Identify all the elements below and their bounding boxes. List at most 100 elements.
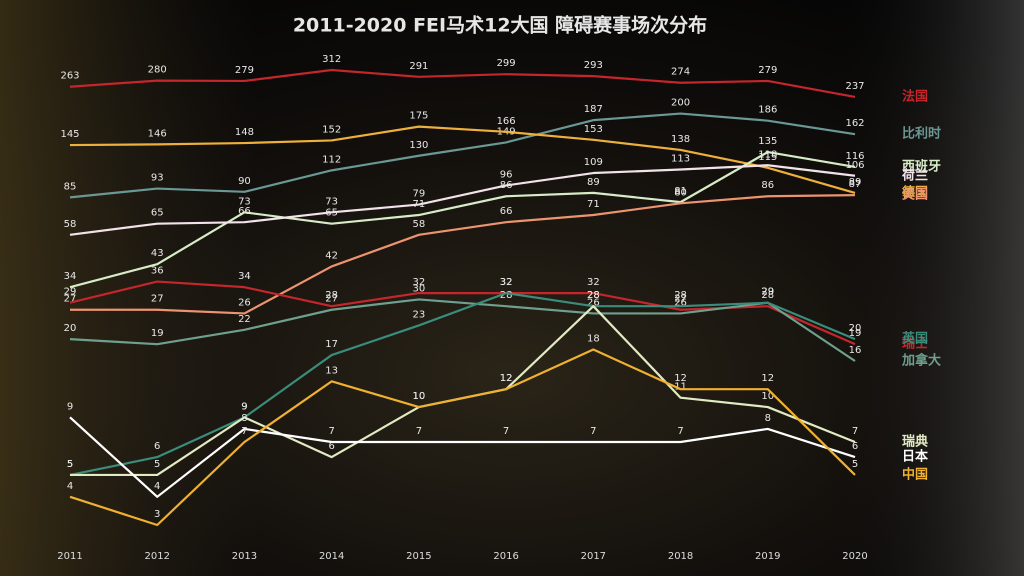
value-label: 5 [67,459,73,470]
value-label: 7 [241,426,247,437]
legend-label: 荷兰 [901,167,928,183]
value-label: 293 [584,60,603,71]
value-label: 237 [845,81,864,92]
value-label: 86 [761,180,774,191]
value-label: 29 [761,287,774,298]
value-label: 162 [845,118,864,129]
value-label: 115 [758,152,777,163]
series-line [70,194,856,315]
legend-label: 瑞典 [902,433,928,449]
value-label: 186 [758,105,777,116]
value-label: 4 [154,481,160,492]
value-label: 34 [238,271,251,282]
value-label: 7 [416,426,422,437]
value-label: 32 [587,277,600,288]
value-label: 27 [325,294,338,305]
value-label: 7 [328,426,334,437]
value-label: 10 [413,391,426,402]
value-label: 291 [409,61,428,72]
value-label: 6 [154,441,160,452]
value-label: 85 [64,181,77,192]
value-label: 73 [325,196,338,207]
x-tick-label: 2011 [57,551,82,562]
value-label: 130 [409,140,428,151]
value-label: 89 [587,177,600,188]
series-line [69,150,856,289]
value-label: 32 [413,277,426,288]
value-label: 20 [64,323,77,334]
value-label: 7 [503,426,509,437]
value-label: 27 [151,294,164,305]
value-label: 152 [322,124,341,135]
value-label: 34 [64,271,77,282]
value-label: 26 [238,297,251,308]
value-label: 5 [67,459,73,470]
value-label: 6 [852,441,858,452]
value-label: 145 [60,129,79,140]
series-line [69,112,856,199]
series-line [69,125,856,194]
value-label: 58 [64,219,77,230]
value-label: 17 [325,339,338,350]
legend-label: 日本 [902,449,928,465]
value-label: 5 [852,459,858,470]
value-label: 12 [500,373,513,384]
x-tick-label: 2017 [581,551,606,562]
value-label: 28 [587,290,600,301]
value-label: 27 [64,294,77,305]
value-label: 148 [235,127,254,138]
legend-label: 瑞士 [902,336,928,352]
value-label: 118 [758,149,777,160]
value-label: 19 [151,328,164,339]
value-label: 66 [238,206,251,217]
value-label: 30 [413,283,426,294]
legend-label: 德国 [902,184,928,200]
value-label: 58 [413,219,426,230]
value-label: 80 [674,187,687,198]
value-label: 9 [241,401,247,412]
value-label: 73 [238,196,251,207]
value-label: 274 [671,67,690,78]
value-label: 4 [67,481,73,492]
x-tick-label: 2014 [319,551,344,562]
value-label: 312 [322,54,341,65]
value-label: 112 [322,154,341,165]
legend-label: 英国 [901,331,928,347]
legend-label: 比利时 [902,126,941,142]
value-label: 106 [845,160,864,171]
legend-label: 西班牙 [902,158,941,174]
value-label: 9 [241,401,247,412]
value-label: 79 [413,189,426,200]
series-line [69,68,856,99]
value-label: 42 [325,250,338,261]
value-label: 89 [849,177,862,188]
value-label: 10 [761,391,774,402]
value-label: 20 [849,323,862,334]
value-label: 11 [674,382,687,393]
value-label: 90 [238,176,251,187]
value-label: 166 [497,116,516,127]
value-label: 12 [761,373,774,384]
value-label: 16 [849,345,862,356]
value-label: 109 [584,157,603,168]
value-label: 3 [154,509,160,520]
value-label: 299 [497,58,516,69]
value-label: 7 [677,426,683,437]
value-label: 81 [674,186,687,197]
legend-label: 加拿大 [901,353,941,369]
x-tick-label: 2015 [406,551,431,562]
value-label: 7 [852,426,858,437]
value-label: 36 [151,266,164,277]
x-tick-label: 2016 [493,551,518,562]
value-label: 29 [64,287,77,298]
value-label: 263 [60,71,79,82]
value-label: 66 [500,206,513,217]
series-line [69,348,856,527]
value-label: 9 [67,401,73,412]
legend-label: 中国 [902,466,928,482]
x-tick-label: 2013 [232,551,257,562]
value-label: 8 [241,413,247,424]
value-label: 87 [849,179,862,190]
